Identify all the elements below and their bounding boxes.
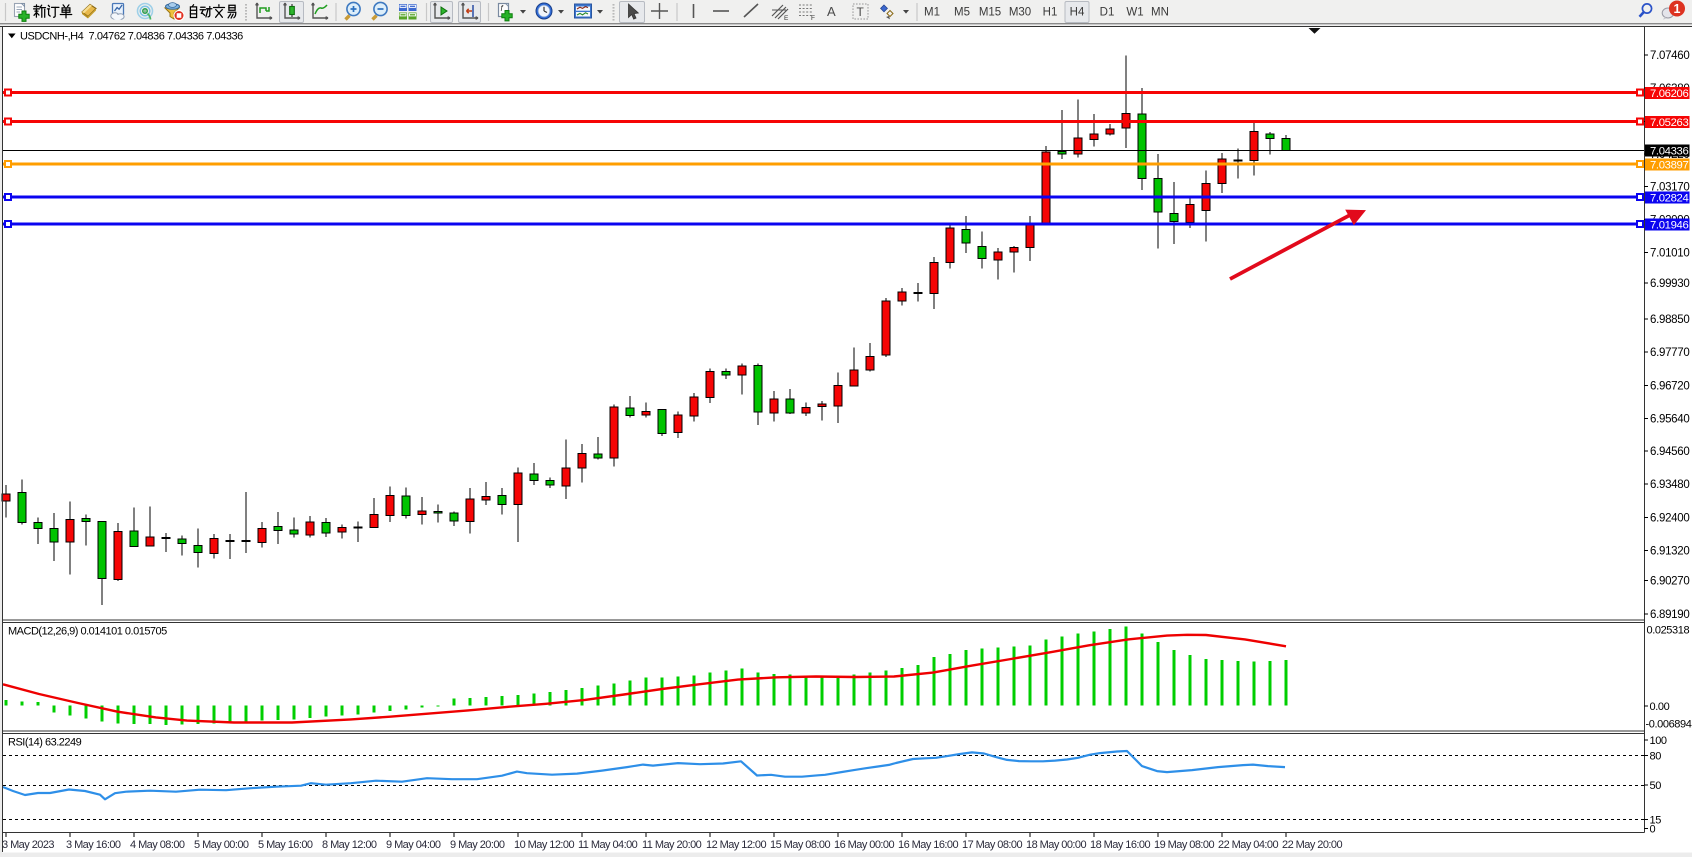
svg-text:MACD(12,26,9) 0.014101 0.01570: MACD(12,26,9) 0.014101 0.015705 bbox=[8, 626, 167, 638]
svg-text:6.96720: 6.96720 bbox=[1650, 381, 1689, 393]
svg-text:0.025318: 0.025318 bbox=[1647, 625, 1690, 637]
svg-text:10 May 12:00: 10 May 12:00 bbox=[514, 839, 574, 851]
svg-text:W1: W1 bbox=[1126, 7, 1143, 19]
svg-text:0.00: 0.00 bbox=[1650, 701, 1670, 713]
svg-text:6.90270: 6.90270 bbox=[1650, 576, 1689, 588]
svg-text:18 May 16:00: 18 May 16:00 bbox=[1090, 839, 1150, 851]
svg-text:12 May 12:00: 12 May 12:00 bbox=[706, 839, 766, 851]
svg-text:22 May 20:00: 22 May 20:00 bbox=[1282, 839, 1342, 851]
svg-text:M30: M30 bbox=[1009, 7, 1031, 19]
svg-text:17 May 08:00: 17 May 08:00 bbox=[962, 839, 1022, 851]
svg-text:f: f bbox=[501, 4, 504, 13]
svg-text:7.02824: 7.02824 bbox=[1650, 193, 1688, 205]
svg-text:22 May 04:00: 22 May 04:00 bbox=[1218, 839, 1278, 851]
svg-text:0: 0 bbox=[1650, 824, 1656, 836]
svg-text:7.01946: 7.01946 bbox=[1650, 220, 1688, 232]
svg-text:F: F bbox=[811, 15, 815, 22]
svg-text:M15: M15 bbox=[979, 7, 1001, 19]
svg-text:7.03170: 7.03170 bbox=[1650, 182, 1689, 194]
svg-text:7.01010: 7.01010 bbox=[1650, 248, 1689, 260]
svg-text:6.93480: 6.93480 bbox=[1650, 479, 1689, 491]
svg-text:-0.006894: -0.006894 bbox=[1646, 719, 1692, 731]
svg-text:16 May 00:00: 16 May 00:00 bbox=[834, 839, 894, 851]
svg-text:7.07460: 7.07460 bbox=[1650, 50, 1689, 62]
svg-text:7.04336: 7.04336 bbox=[1650, 146, 1688, 158]
svg-text:19 May 08:00: 19 May 08:00 bbox=[1154, 839, 1214, 851]
svg-text:11 May 20:00: 11 May 20:00 bbox=[642, 839, 702, 851]
svg-text:18 May 00:00: 18 May 00:00 bbox=[1026, 839, 1086, 851]
svg-text:100: 100 bbox=[1650, 735, 1667, 747]
svg-text:9 May 04:00: 9 May 04:00 bbox=[386, 839, 441, 851]
svg-text:D1: D1 bbox=[1100, 7, 1115, 19]
svg-text:H1: H1 bbox=[1043, 7, 1058, 19]
svg-text:6.98850: 6.98850 bbox=[1650, 314, 1689, 326]
svg-text:11 May 04:00: 11 May 04:00 bbox=[578, 839, 638, 851]
svg-text:USDCNH-,H4 7.04762 7.04836 7.: USDCNH-,H4 7.04762 7.04836 7.04336 7.043… bbox=[20, 31, 243, 43]
svg-text:6.89190: 6.89190 bbox=[1650, 609, 1689, 621]
svg-text:5 May 16:00: 5 May 16:00 bbox=[258, 839, 313, 851]
svg-text:6.95640: 6.95640 bbox=[1650, 414, 1689, 426]
svg-text:15: 15 bbox=[1650, 814, 1662, 826]
svg-text:1: 1 bbox=[1674, 2, 1681, 16]
svg-text:6.91320: 6.91320 bbox=[1650, 546, 1689, 558]
svg-text:4 May 08:00: 4 May 08:00 bbox=[130, 839, 185, 851]
svg-text:MN: MN bbox=[1151, 7, 1169, 19]
svg-text:6.92400: 6.92400 bbox=[1650, 513, 1689, 525]
svg-text:8 May 12:00: 8 May 12:00 bbox=[322, 839, 377, 851]
svg-text:50: 50 bbox=[1650, 780, 1662, 792]
svg-text:6.94560: 6.94560 bbox=[1650, 446, 1689, 458]
svg-text:5 May 00:00: 5 May 00:00 bbox=[194, 839, 249, 851]
svg-text:3 May 2023: 3 May 2023 bbox=[2, 839, 54, 851]
svg-text:M1: M1 bbox=[924, 7, 940, 19]
svg-text:6.99930: 6.99930 bbox=[1650, 278, 1689, 290]
svg-text:3 May 16:00: 3 May 16:00 bbox=[66, 839, 121, 851]
svg-text:T: T bbox=[857, 5, 865, 19]
svg-text:80: 80 bbox=[1650, 751, 1662, 763]
svg-text:M5: M5 bbox=[954, 7, 970, 19]
svg-text:6.97770: 6.97770 bbox=[1650, 347, 1689, 359]
svg-text:RSI(14) 63.2249: RSI(14) 63.2249 bbox=[8, 737, 82, 749]
svg-text:16 May 16:00: 16 May 16:00 bbox=[898, 839, 958, 851]
svg-text:7.06206: 7.06206 bbox=[1650, 88, 1688, 100]
svg-text:7.05263: 7.05263 bbox=[1650, 117, 1688, 129]
svg-text:9 May 20:00: 9 May 20:00 bbox=[450, 839, 505, 851]
svg-text:15 May 08:00: 15 May 08:00 bbox=[770, 839, 830, 851]
svg-text:A: A bbox=[827, 4, 836, 19]
svg-text:7.03897: 7.03897 bbox=[1650, 160, 1688, 172]
svg-text:E: E bbox=[784, 15, 789, 22]
svg-text:H4: H4 bbox=[1070, 7, 1085, 19]
